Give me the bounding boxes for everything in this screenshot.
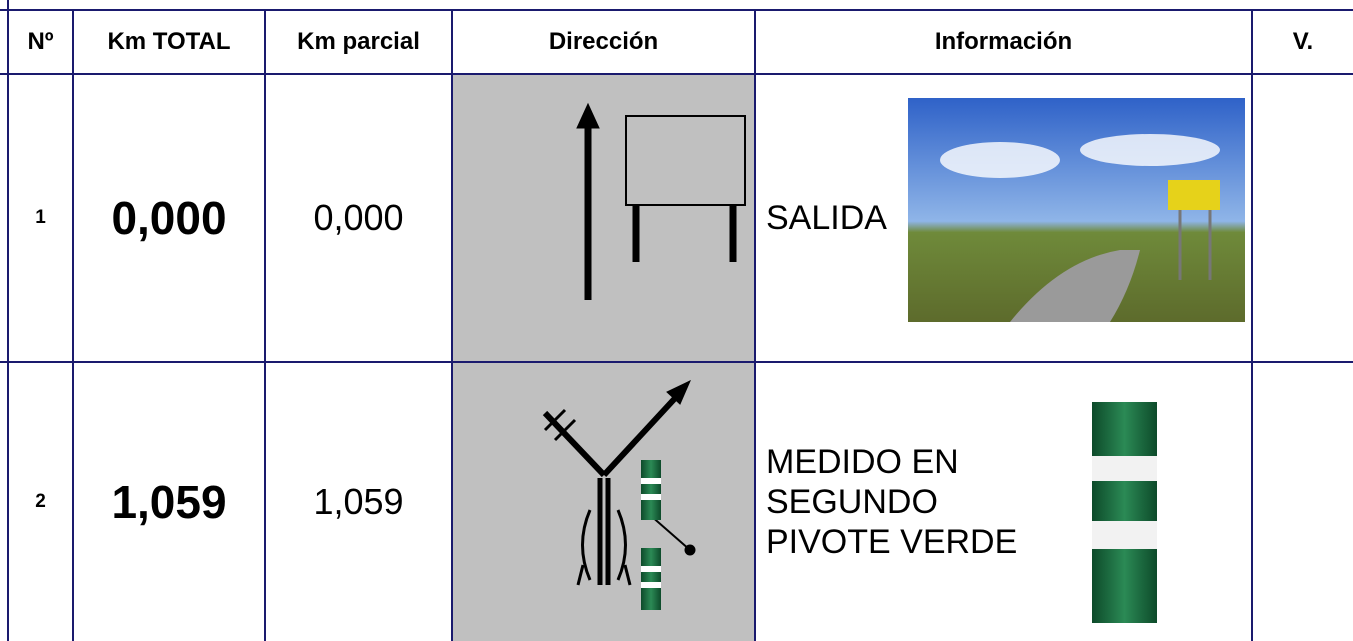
header-cell: V. <box>1292 28 1314 55</box>
border <box>0 73 1353 75</box>
border <box>7 0 9 641</box>
pivot-photo <box>1092 402 1157 623</box>
header-cell: Km TOTAL <box>107 28 231 55</box>
header-cell: Dirección <box>548 28 659 55</box>
row-number: 1 <box>35 207 46 228</box>
km-parcial: 0,000 <box>313 197 404 238</box>
border <box>1251 9 1253 641</box>
row-number: 2 <box>35 491 46 512</box>
info-line: MEDIDO EN <box>766 443 959 481</box>
info-line: SEGUNDO <box>766 483 938 521</box>
border <box>264 9 266 641</box>
header-cell: Km parcial <box>297 28 420 55</box>
border <box>451 9 453 641</box>
km-parcial: 1,059 <box>313 481 404 522</box>
info-line: PIVOTE VERDE <box>766 523 1018 561</box>
border <box>0 361 1353 363</box>
info-line: SALIDA <box>766 199 887 237</box>
info: SALIDA <box>756 75 906 361</box>
header-cell: Nº <box>27 28 54 55</box>
border <box>754 9 756 641</box>
info: MEDIDO EN SEGUNDO PIVOTE VERDE <box>756 363 1086 641</box>
direction-bg <box>452 75 755 641</box>
km-total: 0,000 <box>111 192 227 244</box>
km-total: 1,059 <box>111 476 227 528</box>
border <box>0 9 1353 11</box>
border <box>72 9 74 641</box>
photo <box>908 98 1245 322</box>
header-cell: Información <box>934 28 1073 55</box>
